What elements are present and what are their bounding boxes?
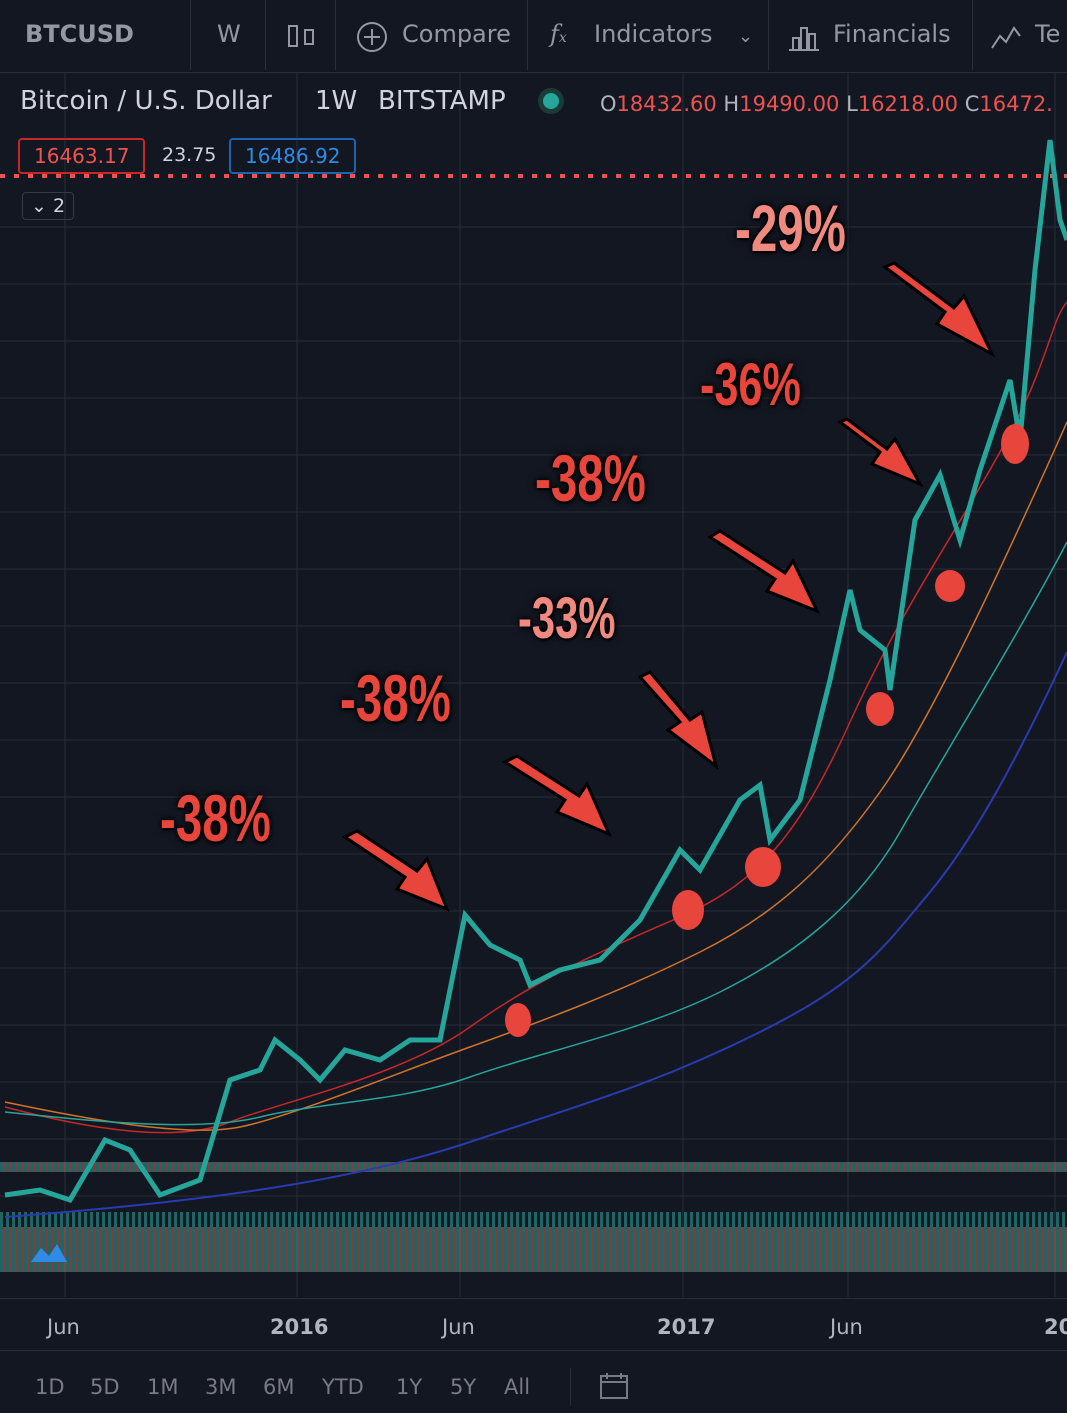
time-label: 20 [1044, 1315, 1067, 1339]
templates-icon[interactable] [988, 18, 1024, 54]
dropdown-caret[interactable]: ⌄ [738, 26, 754, 47]
spread: 23.75 [162, 144, 217, 166]
compare-icon[interactable] [355, 20, 389, 54]
indicators[interactable]: Indicators [594, 20, 713, 48]
ma-teal [4, 541, 1067, 1126]
ma-orange [4, 421, 1067, 1131]
range-button[interactable]: 1D [35, 1375, 65, 1399]
axis-border [0, 1298, 1067, 1299]
compare[interactable]: Compare [402, 20, 511, 48]
financials-icon[interactable] [786, 20, 822, 54]
time-label: Jun [442, 1315, 475, 1339]
grid [0, 72, 1067, 1297]
bid-price[interactable]: 16463.17 [18, 138, 146, 174]
collapse-toggle[interactable]: ⌄ 2 [22, 192, 75, 220]
annotation: -38% [535, 441, 646, 515]
range-button[interactable]: All [504, 1375, 531, 1399]
ask-price[interactable]: 16486.92 [229, 138, 357, 174]
open-label: O [600, 92, 617, 116]
time-label: 2017 [657, 1315, 716, 1339]
time-label: 2016 [270, 1315, 329, 1339]
low-markers [505, 424, 1029, 1037]
close: 16472. [979, 92, 1053, 116]
ohlc: O18432.60 H19490.00 L16218.00 C16472. [600, 92, 1053, 116]
symbol-name: Bitcoin / U.S. Dollar [20, 86, 272, 116]
arrows [342, 261, 996, 912]
annotation: -29% [735, 191, 846, 265]
range-button[interactable]: 1Y [396, 1375, 423, 1399]
range-button[interactable]: 1M [147, 1375, 179, 1399]
range-button[interactable]: 6M [263, 1375, 295, 1399]
range-button[interactable]: YTD [322, 1375, 364, 1399]
goto-date-icon[interactable] [598, 1371, 632, 1401]
low: 16218.00 [857, 92, 959, 116]
open: 18432.60 [616, 92, 717, 116]
range-button[interactable]: 3M [205, 1375, 237, 1399]
high: 19490.00 [739, 92, 840, 116]
symbol[interactable]: BTCUSD [25, 20, 134, 48]
time-label: Jun [830, 1315, 863, 1339]
low-label: L [846, 92, 858, 116]
chart [0, 72, 1067, 1297]
more[interactable]: Te [1035, 20, 1061, 48]
footer-border [0, 1350, 1067, 1351]
range-button[interactable]: 5D [90, 1375, 120, 1399]
time-label: Jun [47, 1315, 80, 1339]
close-label: C [964, 92, 980, 116]
separator [570, 1368, 571, 1406]
logo [31, 1244, 67, 1262]
ma-blue [4, 651, 1067, 1218]
status-dot [543, 93, 559, 109]
interval[interactable]: W [217, 20, 241, 48]
annotation: -38% [340, 661, 451, 735]
price-candles [4, 139, 1067, 1204]
exchange: BITSTAMP [378, 86, 506, 116]
legend-interval: 1W [315, 86, 358, 116]
high-label: H [723, 92, 740, 116]
annotation: -38% [160, 781, 271, 855]
indicators-icon[interactable]: fx [550, 20, 567, 48]
annotation: -33% [518, 586, 616, 651]
range-button[interactable]: 5Y [450, 1375, 477, 1399]
annotation: -36% [700, 351, 801, 418]
volume [0, 1162, 1067, 1297]
financials[interactable]: Financials [833, 20, 951, 48]
collapse-count: 2 [52, 195, 66, 217]
toolbar [0, 0, 1067, 73]
chart-type-icon[interactable] [285, 20, 319, 54]
ma-red [4, 301, 1067, 1134]
